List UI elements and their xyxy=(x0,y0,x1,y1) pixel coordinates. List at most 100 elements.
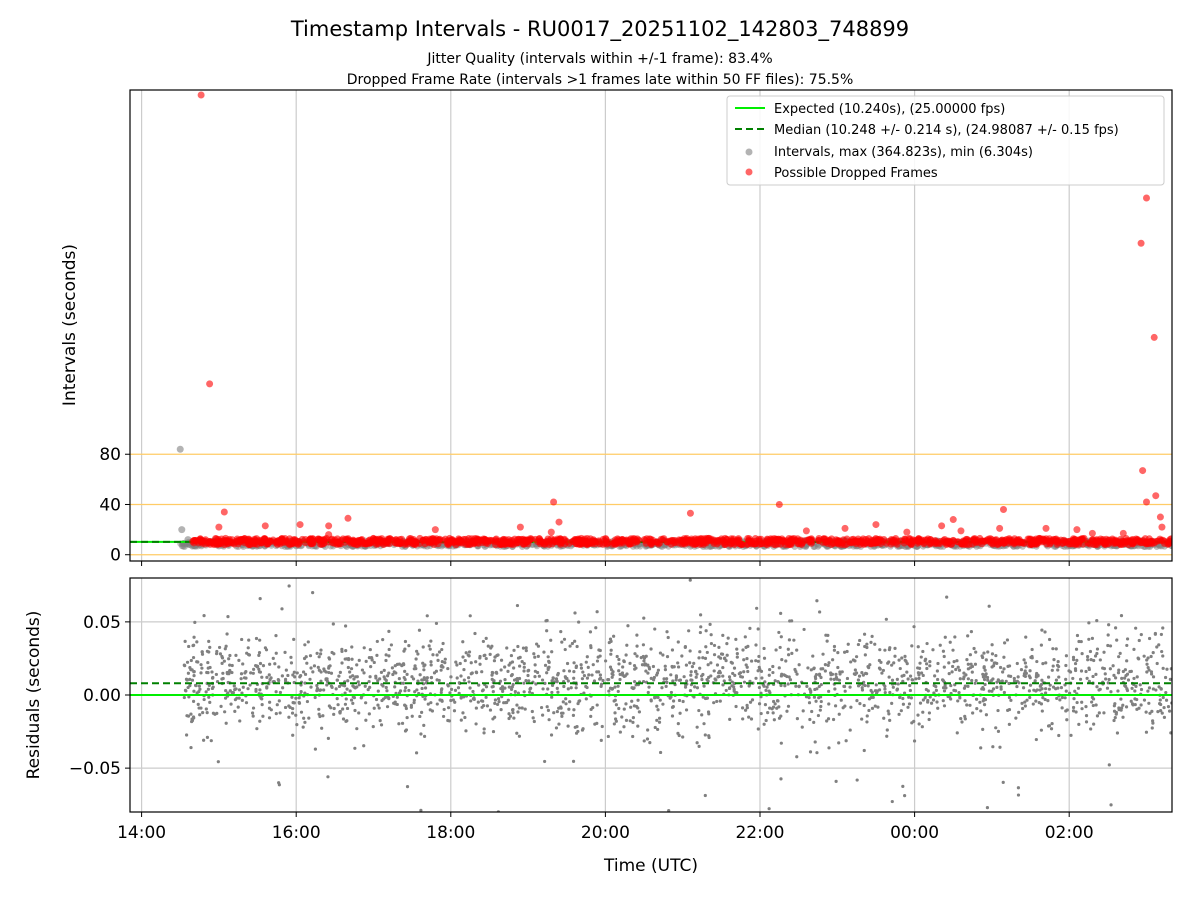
residual-point xyxy=(604,659,608,663)
dropped-frame-point xyxy=(859,535,867,543)
residual-point xyxy=(763,680,767,684)
residual-point xyxy=(660,686,664,690)
residual-point xyxy=(197,690,201,694)
residual-point xyxy=(357,711,361,715)
residual-point xyxy=(746,669,750,674)
residual-point xyxy=(223,710,227,714)
residual-point xyxy=(982,687,986,691)
residual-point xyxy=(733,673,737,677)
residual-point xyxy=(1111,664,1115,668)
residual-point xyxy=(587,673,591,677)
residual-point xyxy=(1160,711,1164,715)
residual-point xyxy=(1121,715,1125,719)
residual-point xyxy=(474,670,479,675)
residual-point xyxy=(303,643,307,647)
residual-point xyxy=(565,661,570,666)
residual-point xyxy=(1065,708,1069,712)
residual-point xyxy=(1120,676,1124,680)
residual-point xyxy=(352,677,356,681)
residual-point xyxy=(397,677,401,681)
residual-point xyxy=(429,639,433,643)
dropped-frame-point xyxy=(805,536,813,544)
residual-point xyxy=(484,685,489,689)
dropped-frame-point xyxy=(1142,194,1150,202)
residual-point xyxy=(622,707,626,711)
residual-point xyxy=(210,670,214,674)
residual-point xyxy=(195,640,199,644)
residual-point xyxy=(617,706,621,711)
residual-point xyxy=(901,679,905,683)
bottom-y-axis-label: Residuals (seconds) xyxy=(24,611,44,780)
residual-point xyxy=(632,663,637,668)
residual-point xyxy=(1064,654,1069,658)
residual-point xyxy=(1019,668,1024,672)
residual-point xyxy=(900,656,904,660)
residual-point xyxy=(704,645,708,649)
residual-point xyxy=(469,661,473,665)
residual-point xyxy=(556,673,560,677)
residual-point xyxy=(980,654,984,658)
residual-point xyxy=(887,712,891,716)
residual-point xyxy=(246,687,250,691)
residual-point xyxy=(1109,690,1113,694)
residual-point xyxy=(329,706,333,710)
residual-point xyxy=(357,658,361,662)
legend-intervals-swatch xyxy=(745,148,753,156)
residual-point xyxy=(1057,812,1060,815)
residual-point xyxy=(434,669,438,673)
residual-point xyxy=(572,661,576,665)
residual-point xyxy=(414,657,418,661)
residual-point xyxy=(1075,633,1080,638)
dropped-frame-point xyxy=(291,535,299,543)
dropped-frame-point xyxy=(943,541,951,549)
residual-point xyxy=(1002,667,1006,671)
residual-point xyxy=(199,706,203,710)
residual-point xyxy=(269,676,273,680)
residual-point xyxy=(646,728,650,732)
residual-point xyxy=(220,677,224,681)
residual-point xyxy=(196,702,200,706)
residual-point xyxy=(287,704,291,708)
residual-point xyxy=(670,665,675,669)
residual-point xyxy=(190,678,195,682)
residual-point xyxy=(404,686,408,690)
residual-point xyxy=(815,599,819,603)
residual-point xyxy=(771,670,775,675)
residual-point xyxy=(898,695,902,700)
residual-point xyxy=(1051,664,1055,668)
residual-point xyxy=(784,659,788,663)
dropped-frame-point xyxy=(1100,538,1108,546)
residual-point xyxy=(564,697,568,701)
residual-point xyxy=(581,727,585,731)
residual-point xyxy=(721,633,725,638)
residual-point xyxy=(1030,556,1033,559)
residual-point xyxy=(258,719,262,723)
residual-point xyxy=(685,679,689,683)
residual-point xyxy=(261,714,265,718)
residual-point xyxy=(505,646,509,650)
residual-point xyxy=(777,630,781,635)
dropped-frame-point xyxy=(220,508,228,516)
residual-point xyxy=(725,653,729,657)
residual-point xyxy=(344,649,348,653)
residual-point xyxy=(918,666,922,670)
residual-point xyxy=(1081,573,1084,576)
residual-point xyxy=(301,725,305,729)
residual-point xyxy=(189,668,193,672)
residual-point xyxy=(856,642,861,647)
residual-point xyxy=(1089,727,1093,731)
residual-point xyxy=(207,650,211,654)
residual-point xyxy=(435,702,439,706)
residual-point xyxy=(546,708,551,712)
dropped-frame-point xyxy=(832,536,840,544)
residual-point xyxy=(368,685,372,689)
residual-point xyxy=(492,679,496,683)
residual-point xyxy=(923,696,927,700)
residual-point xyxy=(274,634,278,638)
residual-point xyxy=(1097,711,1101,715)
residual-point xyxy=(490,644,494,648)
residual-point xyxy=(985,806,990,810)
residual-point xyxy=(545,629,549,633)
residual-point xyxy=(649,676,653,680)
residual-point xyxy=(187,644,191,649)
